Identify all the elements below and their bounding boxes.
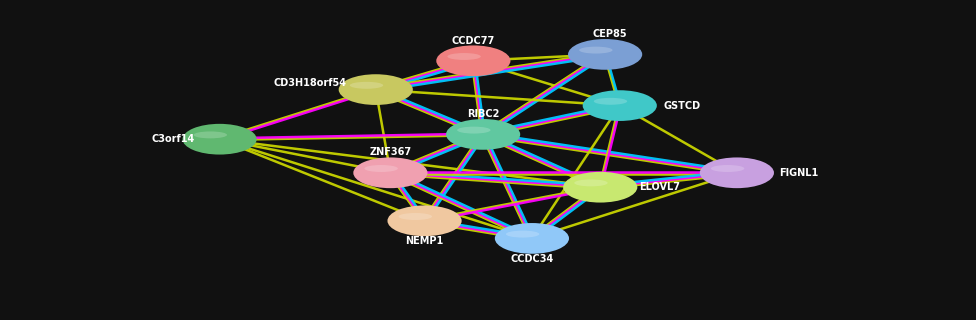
Text: NEMP1: NEMP1	[405, 236, 444, 246]
Ellipse shape	[398, 213, 432, 220]
Text: CCDC34: CCDC34	[510, 254, 553, 264]
Text: C3orf14: C3orf14	[152, 134, 195, 144]
Ellipse shape	[700, 157, 774, 188]
Ellipse shape	[339, 74, 413, 105]
Ellipse shape	[574, 180, 608, 186]
Ellipse shape	[193, 132, 227, 138]
Ellipse shape	[446, 119, 520, 150]
Ellipse shape	[593, 98, 628, 105]
Text: CD3H18orf54: CD3H18orf54	[273, 78, 346, 88]
Ellipse shape	[457, 127, 491, 133]
Text: RIBC2: RIBC2	[467, 109, 500, 119]
Ellipse shape	[579, 47, 613, 53]
Text: ZNF367: ZNF367	[369, 148, 412, 157]
Text: CEP85: CEP85	[592, 29, 628, 39]
Ellipse shape	[349, 82, 384, 89]
Ellipse shape	[506, 231, 540, 237]
Text: CCDC77: CCDC77	[452, 36, 495, 46]
Ellipse shape	[436, 45, 510, 76]
Text: ELOVL7: ELOVL7	[639, 182, 680, 192]
Ellipse shape	[353, 157, 427, 188]
Ellipse shape	[568, 39, 642, 70]
Text: GSTCD: GSTCD	[664, 100, 701, 111]
Ellipse shape	[364, 165, 398, 172]
Ellipse shape	[711, 165, 745, 172]
Text: FIGNL1: FIGNL1	[779, 168, 818, 178]
Ellipse shape	[387, 205, 462, 236]
Ellipse shape	[563, 172, 637, 203]
Ellipse shape	[495, 223, 569, 254]
Ellipse shape	[183, 124, 257, 155]
Ellipse shape	[583, 90, 657, 121]
Ellipse shape	[447, 53, 481, 60]
